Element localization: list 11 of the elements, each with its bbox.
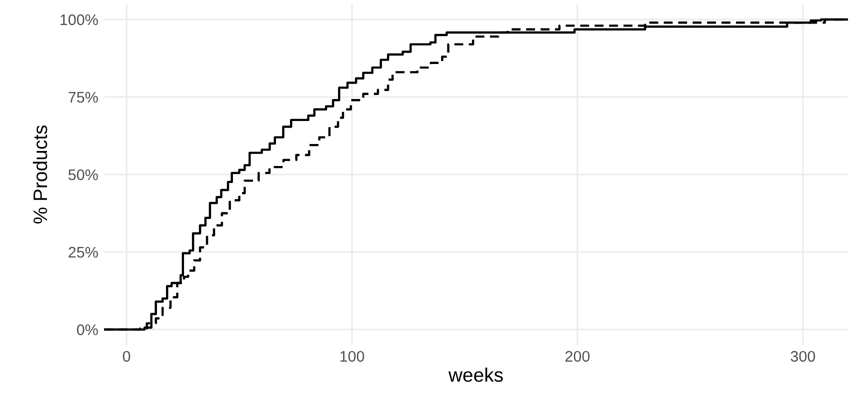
y-axis-title: % Products	[32, 125, 48, 224]
y-tick-label: 0%	[76, 324, 98, 336]
x-tick-label: 100	[340, 350, 364, 362]
x-tick-label: 200	[565, 350, 590, 362]
y-tick-label: 100%	[60, 14, 98, 26]
y-tick-label: 25%	[68, 246, 98, 258]
x-tick-label: 0	[122, 350, 130, 362]
x-tick-label: 300	[790, 350, 816, 362]
x-axis-title: weeks	[448, 368, 503, 382]
y-tick-label: 75%	[68, 92, 98, 103]
y-tick-label: 50%	[68, 169, 98, 180]
